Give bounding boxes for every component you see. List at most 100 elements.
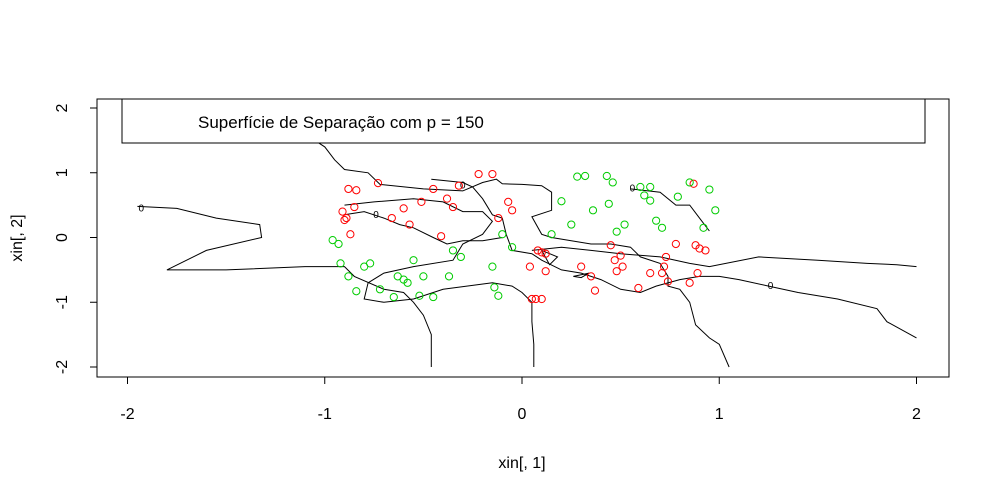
green-point-6 bbox=[366, 259, 375, 268]
red-point-29 bbox=[537, 294, 546, 304]
red-class-points bbox=[338, 169, 710, 304]
red-point-48 bbox=[701, 246, 710, 255]
green-point-13 bbox=[415, 291, 424, 300]
green-point-33 bbox=[612, 227, 621, 236]
green-point-19 bbox=[488, 262, 497, 271]
contour-line-5 bbox=[344, 211, 503, 245]
legend-text: Superfície de Separação com p = 150 bbox=[198, 113, 484, 132]
green-point-34 bbox=[620, 220, 629, 229]
red-point-18 bbox=[508, 206, 517, 215]
contour-lines bbox=[137, 107, 917, 368]
legend-box: Superfície de Separação com p = 150 bbox=[121, 98, 926, 144]
green-point-17 bbox=[448, 246, 458, 255]
red-point-10 bbox=[417, 197, 426, 206]
y-axis-title: xin[, 2] bbox=[9, 214, 26, 261]
green-point-23 bbox=[508, 243, 517, 252]
green-point-24 bbox=[547, 230, 556, 239]
red-point-38 bbox=[634, 283, 643, 293]
contour-line-1 bbox=[137, 205, 432, 367]
green-point-2 bbox=[336, 259, 345, 268]
red-point-15 bbox=[474, 169, 483, 179]
green-point-30 bbox=[602, 171, 611, 181]
green-point-11 bbox=[403, 278, 412, 287]
green-point-36 bbox=[640, 191, 649, 200]
red-point-44 bbox=[671, 239, 680, 249]
contour-line-8 bbox=[630, 188, 710, 232]
x-axis-title: xin[, 1] bbox=[498, 455, 545, 472]
red-point-49 bbox=[693, 269, 702, 278]
contour-label-3: 0 bbox=[630, 183, 636, 194]
green-point-44 bbox=[705, 185, 714, 194]
red-point-25 bbox=[541, 249, 550, 258]
y-tick-label--1: -1 bbox=[54, 295, 71, 309]
red-point-12 bbox=[442, 194, 452, 203]
red-point-14 bbox=[454, 181, 463, 190]
red-point-28 bbox=[531, 294, 540, 304]
green-point-21 bbox=[494, 291, 503, 300]
red-point-21 bbox=[437, 232, 446, 241]
red-point-5 bbox=[350, 202, 359, 212]
contour-line-2 bbox=[431, 178, 917, 339]
x-tick-label-0: 0 bbox=[518, 406, 527, 423]
red-point-9 bbox=[405, 220, 414, 229]
red-point-22 bbox=[525, 262, 534, 271]
green-point-31 bbox=[604, 199, 613, 208]
contour-line-3 bbox=[344, 198, 535, 367]
red-point-17 bbox=[504, 197, 513, 206]
red-point-16 bbox=[488, 169, 497, 179]
x-tick-label-1: 1 bbox=[715, 406, 724, 423]
y-axis: -2 -1 0 1 2 bbox=[54, 103, 98, 374]
red-point-39 bbox=[646, 269, 655, 278]
green-point-35 bbox=[636, 182, 645, 192]
green-point-0 bbox=[328, 235, 337, 245]
green-point-32 bbox=[608, 178, 617, 187]
red-point-0 bbox=[344, 184, 353, 194]
green-point-26 bbox=[567, 220, 576, 229]
red-point-50 bbox=[689, 179, 698, 188]
green-point-41 bbox=[673, 192, 682, 201]
red-point-47 bbox=[695, 244, 704, 253]
green-point-4 bbox=[352, 287, 361, 296]
green-point-7 bbox=[375, 285, 385, 294]
red-point-33 bbox=[610, 256, 619, 265]
green-point-40 bbox=[657, 223, 667, 232]
red-point-4 bbox=[342, 213, 351, 223]
green-point-22 bbox=[498, 230, 507, 239]
green-point-18 bbox=[456, 252, 465, 262]
green-point-29 bbox=[588, 206, 598, 215]
green-point-3 bbox=[344, 272, 353, 281]
red-point-35 bbox=[616, 251, 625, 260]
red-point-26 bbox=[541, 267, 550, 276]
green-point-12 bbox=[409, 256, 418, 265]
red-point-13 bbox=[448, 202, 458, 212]
red-point-20 bbox=[346, 230, 355, 239]
red-point-37 bbox=[606, 241, 615, 250]
red-point-3 bbox=[338, 207, 347, 216]
contour-label-0: 0 bbox=[139, 203, 145, 214]
contour-line-0 bbox=[259, 107, 730, 368]
red-point-11 bbox=[429, 184, 438, 194]
red-point-24 bbox=[537, 248, 546, 257]
contour-label-2: 0 bbox=[460, 181, 466, 192]
green-point-38 bbox=[646, 196, 655, 205]
contour-line-4 bbox=[531, 246, 917, 268]
green-point-20 bbox=[490, 283, 499, 292]
green-point-16 bbox=[444, 272, 454, 281]
x-tick-label--1: -1 bbox=[318, 406, 332, 423]
red-point-8 bbox=[340, 215, 349, 225]
red-point-19 bbox=[494, 213, 503, 223]
green-point-14 bbox=[419, 272, 428, 281]
green-point-39 bbox=[652, 216, 661, 225]
green-point-25 bbox=[557, 197, 566, 206]
contour-line-6 bbox=[573, 272, 590, 279]
red-point-23 bbox=[533, 246, 542, 255]
y-tick-label--2: -2 bbox=[54, 360, 71, 374]
red-point-1 bbox=[352, 186, 361, 195]
green-point-8 bbox=[389, 292, 398, 302]
red-point-43 bbox=[663, 277, 673, 286]
x-axis: -2 -1 0 1 2 bbox=[120, 376, 921, 423]
green-point-43 bbox=[699, 223, 708, 232]
legend-frame bbox=[121, 98, 926, 144]
red-point-30 bbox=[577, 262, 586, 271]
